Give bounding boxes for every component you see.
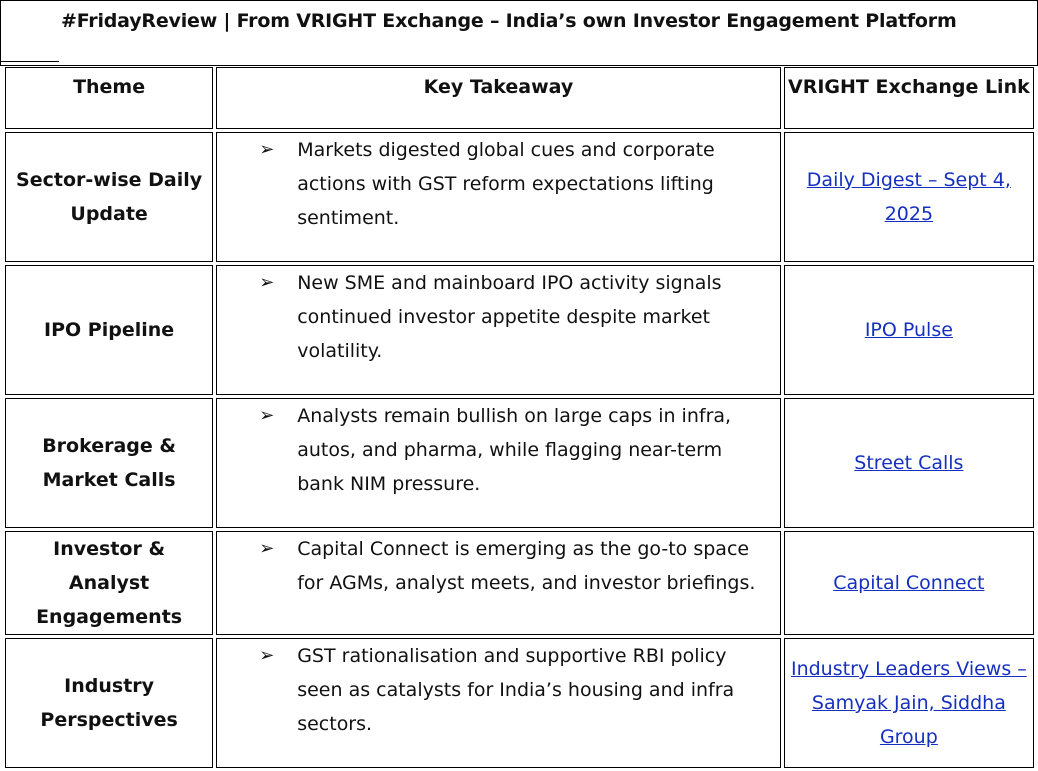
theme-cell: Industry Perspectives [5, 638, 214, 768]
arrowhead-bullet-icon: ➢ [259, 645, 275, 666]
table-row: Brokerage & Market Calls ➢ Analysts remai… [5, 398, 1034, 528]
theme-cell: Investor & Analyst Engagements [5, 531, 214, 635]
takeaway-text: Analysts remain bullish on large caps in… [297, 405, 732, 495]
theme-cell: IPO Pipeline [5, 265, 214, 395]
header-row: Theme Key Takeaway VRIGHT Exchange Link [5, 67, 1034, 129]
takeaway-cell: ➢ Analysts remain bullish on large caps i… [216, 398, 781, 528]
arrowhead-bullet-icon: ➢ [259, 405, 275, 426]
takeaway-text: Capital Connect is emerging as the go-to… [297, 538, 756, 594]
table-row: Sector-wise Daily Update ➢ Markets digest… [5, 132, 1034, 262]
theme-cell: Sector-wise Daily Update [5, 132, 214, 262]
takeaway-cell: ➢ Markets digested global cues and corpor… [216, 132, 781, 262]
header-key-takeaway: Key Takeaway [216, 67, 781, 129]
divider [1, 61, 59, 62]
takeaway-text: Markets digested global cues and corpora… [297, 139, 715, 229]
street-calls-link[interactable]: Street Calls [854, 452, 964, 474]
table-row: IPO Pipeline ➢ New SME and mainboard IPO … [5, 265, 1034, 395]
theme-cell: Brokerage & Market Calls [5, 398, 214, 528]
link-cell: Daily Digest – Sept 4, 2025 [783, 132, 1034, 262]
industry-leaders-link[interactable]: Industry Leaders Views – Samyak Jain, Si… [790, 658, 1027, 748]
takeaway-text: New SME and mainboard IPO activity signa… [297, 272, 722, 362]
takeaway-cell: ➢ GST rationalisation and supportive RBI … [216, 638, 781, 768]
arrowhead-bullet-icon: ➢ [259, 538, 275, 559]
table-row: Investor & Analyst Engagements ➢ Capital … [5, 531, 1034, 635]
link-cell: Street Calls [783, 398, 1034, 528]
takeaway-cell: ➢ Capital Connect is emerging as the go-t… [216, 531, 781, 635]
table-row: Industry Perspectives ➢ GST rationalisati… [5, 638, 1034, 768]
arrowhead-bullet-icon: ➢ [259, 139, 275, 160]
capital-connect-link[interactable]: Capital Connect [833, 572, 985, 594]
takeaway-cell: ➢ New SME and mainboard IPO activity sign… [216, 265, 781, 395]
arrowhead-bullet-icon: ➢ [259, 272, 275, 293]
review-table: Theme Key Takeaway VRIGHT Exchange Link … [2, 64, 1037, 771]
takeaway-text: GST rationalisation and supportive RBI p… [297, 645, 735, 735]
link-cell: Capital Connect [783, 531, 1034, 635]
header-link: VRIGHT Exchange Link [783, 67, 1034, 129]
ipo-pulse-link[interactable]: IPO Pulse [864, 319, 953, 341]
daily-digest-link[interactable]: Daily Digest – Sept 4, 2025 [806, 169, 1011, 225]
page-title: #FridayReview | From VRIGHT Exchange – I… [61, 10, 957, 32]
link-cell: IPO Pulse [783, 265, 1034, 395]
header-theme: Theme [5, 67, 214, 129]
title-box: #FridayReview | From VRIGHT Exchange – I… [0, 0, 1038, 66]
link-cell: Industry Leaders Views – Samyak Jain, Si… [783, 638, 1034, 768]
